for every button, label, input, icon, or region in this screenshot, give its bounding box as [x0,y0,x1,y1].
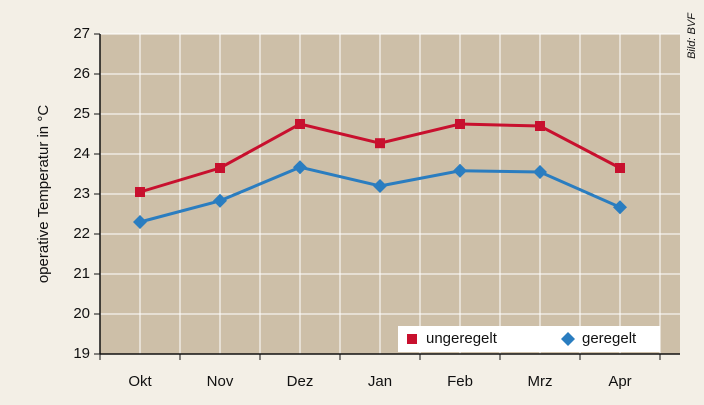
y-tick-label: 27 [73,25,90,42]
marker [215,163,225,173]
legend-label: geregelt [582,330,637,347]
y-axis-label: operative Temperatur in °C [35,105,52,283]
x-tick-label: Nov [207,373,234,390]
marker [561,332,575,346]
y-tick-label: 19 [73,345,90,362]
y-tick-label: 25 [73,105,90,122]
marker [533,165,547,179]
marker [373,179,387,193]
marker [135,187,145,197]
marker [613,200,627,215]
x-tick-label: Feb [447,373,473,390]
legend-box [398,326,660,352]
marker [295,119,305,129]
x-tick-label: Dez [287,373,314,390]
legend-label: ungeregelt [426,330,498,347]
marker [213,193,227,208]
y-tick-label: 22 [73,225,90,242]
y-tick-label: 20 [73,305,90,322]
marker [453,163,467,178]
marker [133,215,147,229]
marker [293,160,307,175]
marker [455,119,465,129]
marker [375,138,385,149]
y-tick-label: 21 [73,265,90,282]
x-tick-label: Mrz [528,373,553,390]
y-tick-label: 26 [73,65,90,82]
marker [535,121,545,131]
x-tick-label: Okt [128,373,152,390]
x-tick-label: Apr [608,373,631,390]
credit: Bild: BVF [686,12,698,59]
marker [407,334,417,344]
y-tick-label: 23 [73,185,90,202]
x-tick-label: Jan [368,373,392,390]
marker [615,163,625,173]
y-tick-label: 24 [73,145,90,162]
